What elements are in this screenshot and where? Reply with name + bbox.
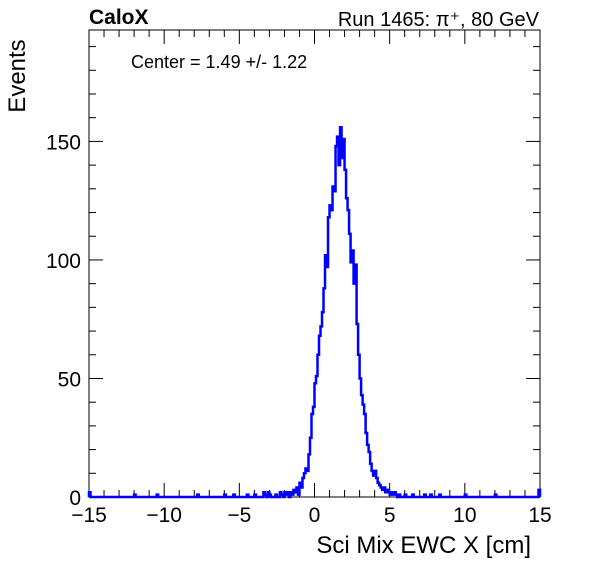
chart-title-right: Run 1465: π⁺, 80 GeV xyxy=(337,9,539,31)
y-axis-label: Events xyxy=(4,39,31,113)
histogram-step-line xyxy=(87,125,542,499)
chart-title-left: CaloX xyxy=(89,6,149,29)
axes-frame xyxy=(88,29,541,498)
x-tick-label: 0 xyxy=(309,504,321,527)
x-tick-label: 10 xyxy=(453,504,476,527)
center-annotation: Center = 1.49 +/- 1.22 xyxy=(131,52,308,72)
y-tick-label: 0 xyxy=(69,487,81,510)
plot-frame xyxy=(88,29,541,498)
y-tick-label: 100 xyxy=(46,250,81,273)
x-tick-label: 5 xyxy=(384,504,396,527)
x-tick-label: −15 xyxy=(71,504,107,527)
x-axis-label: Sci Mix EWC X [cm] xyxy=(316,532,531,559)
y-tick-label: 150 xyxy=(46,131,81,154)
histogram-series xyxy=(87,125,542,499)
x-tick-label: −10 xyxy=(146,504,182,527)
x-tick-label: 15 xyxy=(528,504,551,527)
x-tick-label: −5 xyxy=(227,504,251,527)
y-tick-label: 50 xyxy=(58,368,81,391)
axis-ticks xyxy=(88,30,541,498)
